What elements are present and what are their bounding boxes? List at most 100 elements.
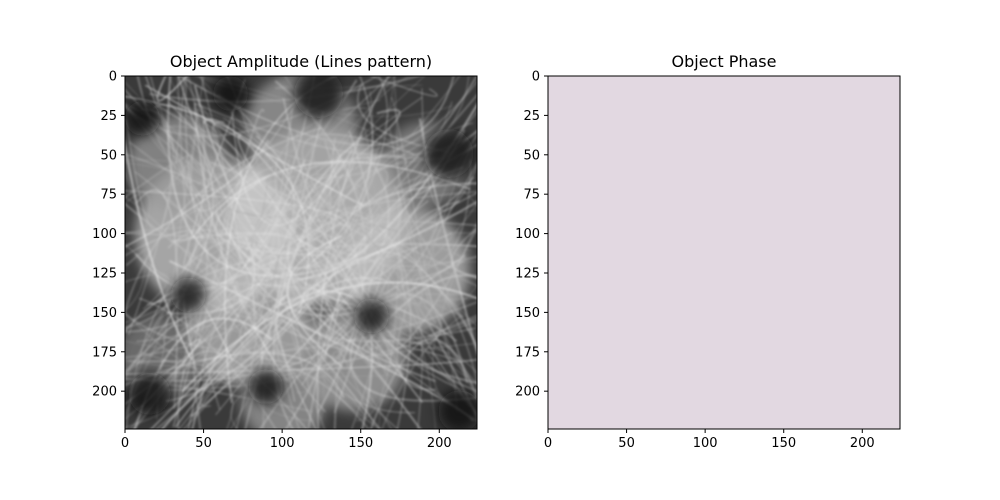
y-tick-label: 75 <box>523 188 540 203</box>
line-strand <box>272 159 341 429</box>
dark-region <box>213 76 249 112</box>
line-strand <box>125 190 348 245</box>
line-strand <box>304 76 373 270</box>
x-tick-label: 50 <box>618 436 635 451</box>
line-strand <box>384 296 423 429</box>
amplitude-image <box>125 76 506 462</box>
line-strand <box>260 243 397 364</box>
line-strand <box>138 297 277 429</box>
amplitude-title: Object Amplitude (Lines pattern) <box>170 52 432 71</box>
line-strand <box>450 228 477 277</box>
y-tick-label: 25 <box>523 109 540 124</box>
line-strand <box>186 330 477 396</box>
amplitude-y-ticks: 0 25 50 75 100 125 150 175 200 <box>92 70 125 400</box>
line-strand <box>478 385 506 462</box>
line-strand <box>370 76 438 97</box>
dark-region <box>128 372 171 415</box>
line-strand <box>254 76 392 257</box>
line-strand <box>432 134 477 327</box>
y-tick-label: 50 <box>100 148 117 163</box>
line-strand <box>259 293 468 429</box>
line-strand <box>423 210 477 336</box>
line-strand <box>184 281 333 325</box>
line-strand <box>185 76 257 340</box>
line-strand <box>168 102 373 256</box>
phase-title: Object Phase <box>672 52 777 71</box>
y-tick-label: 125 <box>92 266 117 281</box>
y-tick-label: 100 <box>92 227 117 242</box>
line-strand <box>125 196 281 378</box>
line-strand <box>125 76 395 208</box>
amplitude-axes-frame <box>124 75 478 430</box>
x-tick-label: 100 <box>693 436 718 451</box>
line-strand <box>161 125 256 365</box>
line-strand <box>273 174 305 319</box>
line-strand <box>125 301 477 353</box>
dark-region <box>248 369 284 405</box>
y-tick-label: 125 <box>515 266 540 281</box>
line-strand <box>177 350 308 429</box>
line-strand <box>193 102 477 157</box>
line-strand <box>125 166 464 374</box>
line-strand <box>170 232 340 429</box>
line-strand <box>235 108 294 429</box>
line-strand <box>378 248 472 429</box>
dark-region <box>424 129 474 179</box>
dark-region <box>293 76 344 119</box>
phase-axes-frame <box>547 75 901 430</box>
y-tick-label: 75 <box>100 188 117 203</box>
line-strand <box>273 162 315 353</box>
amplitude-x-ticks: 0 50 100 150 200 <box>121 429 452 451</box>
line-strand <box>334 310 404 429</box>
line-strand <box>125 171 146 311</box>
line-strand <box>286 298 393 429</box>
line-strand <box>125 222 424 306</box>
y-tick-label: 200 <box>515 385 540 400</box>
y-tick-label: 0 <box>109 70 117 85</box>
amplitude-panel: Object Amplitude (Lines pattern) 0 50 100 1… <box>92 52 506 462</box>
line-strand <box>134 159 306 292</box>
x-tick-label: 100 <box>270 436 295 451</box>
line-strand <box>255 220 477 413</box>
dark-region <box>170 277 206 313</box>
line-strand <box>125 76 186 232</box>
line-strand <box>396 162 477 391</box>
line-strand <box>200 108 265 333</box>
line-strand <box>215 76 388 416</box>
line-strand <box>128 218 283 363</box>
line-strand <box>432 221 477 404</box>
line-strand <box>282 98 477 393</box>
line-strand <box>399 200 477 415</box>
y-tick-label: 175 <box>92 345 117 360</box>
x-tick-label: 200 <box>850 436 875 451</box>
y-tick-label: 100 <box>515 227 540 242</box>
line-strand <box>162 196 250 292</box>
y-tick-label: 175 <box>515 345 540 360</box>
x-tick-label: 0 <box>544 436 552 451</box>
line-strand <box>125 264 384 382</box>
line-strand <box>125 103 477 234</box>
line-strand <box>192 176 475 286</box>
x-tick-label: 200 <box>427 436 452 451</box>
line-strand <box>183 151 477 263</box>
dark-region <box>353 298 389 334</box>
line-strand <box>125 125 299 420</box>
line-strand <box>166 236 256 315</box>
x-tick-label: 150 <box>348 436 373 451</box>
x-tick-label: 0 <box>121 436 129 451</box>
line-strand <box>220 195 356 354</box>
line-strand <box>271 220 467 429</box>
line-strand <box>125 76 270 429</box>
y-tick-label: 25 <box>100 109 117 124</box>
y-tick-label: 0 <box>532 70 540 85</box>
amplitude-dark-regions <box>125 76 477 429</box>
line-strand <box>161 362 370 429</box>
dark-region <box>125 100 161 136</box>
line-strand <box>287 235 343 368</box>
line-strand <box>245 76 410 292</box>
phase-image <box>548 76 900 429</box>
x-tick-label: 150 <box>771 436 796 451</box>
line-strand <box>156 76 188 102</box>
